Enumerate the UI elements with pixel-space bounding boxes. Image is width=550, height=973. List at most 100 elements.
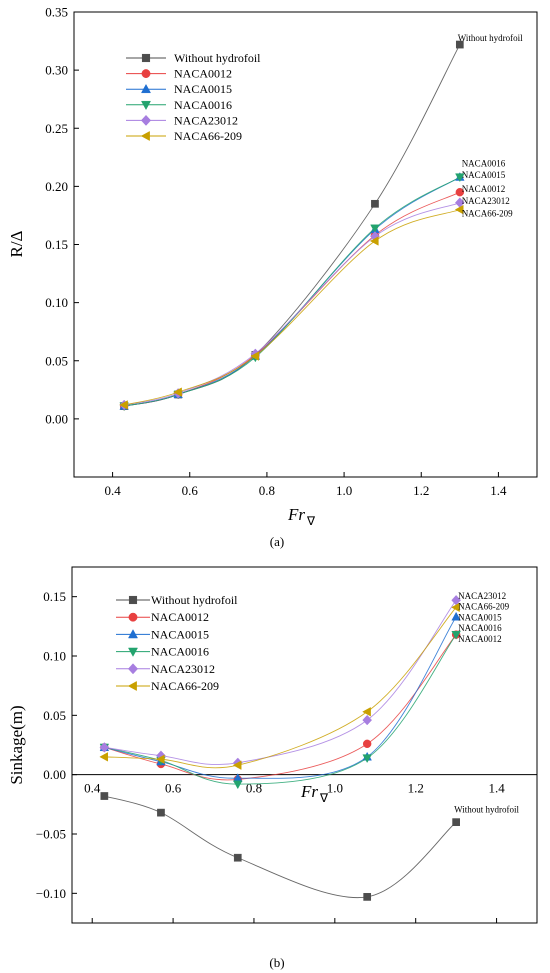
legend-marker xyxy=(127,663,139,675)
plot-frame xyxy=(73,11,538,478)
data-point xyxy=(157,808,165,817)
figure-caption: (a) xyxy=(270,534,284,549)
series-end-label: NACA66-209 xyxy=(458,602,509,612)
x-tick-label: 1.2 xyxy=(408,781,424,796)
data-point xyxy=(250,351,260,361)
legend-entry: NACA0016 xyxy=(126,98,232,112)
data-point xyxy=(99,742,110,753)
chart-b: 0.4 0.6 0.8 1.0 1.2 1.4 −0.10 −0.05 0.00 0.05 0.10… xyxy=(7,566,538,970)
legend-label: NACA66-209 xyxy=(174,129,242,143)
data-point xyxy=(233,780,243,790)
series-line xyxy=(124,202,460,406)
x-axis-title: Fr xyxy=(300,782,318,801)
x-axis-title-subscript: ∇ xyxy=(306,514,316,528)
legend-entry: NACA0015 xyxy=(116,627,209,641)
legend-entry: Without hydrofoil xyxy=(116,593,238,607)
x-tick-label: 1.4 xyxy=(490,483,507,498)
x-tick-label: 1.2 xyxy=(413,483,429,498)
y-axis-title: Sinkage(m) xyxy=(7,705,26,784)
y-tick-label: 0.35 xyxy=(45,5,68,20)
chart-a: 0.4 0.6 0.8 1.0 1.2 1.4 0.00 0.05 0.10 0.15 0.20 0.… xyxy=(7,5,538,549)
data-point xyxy=(173,387,182,397)
data-point xyxy=(119,400,128,410)
y-tick-label: 0.25 xyxy=(45,121,68,136)
y-tick-label: 0.00 xyxy=(43,767,66,782)
data-point xyxy=(370,224,380,234)
y-tick-label: 0.20 xyxy=(45,179,68,194)
x-tick-label: 0.8 xyxy=(259,483,275,498)
legend-marker xyxy=(128,612,138,622)
legend-entry: NACA66-209 xyxy=(126,129,242,143)
x-tick-label: 0.4 xyxy=(104,483,121,498)
data-point xyxy=(362,739,372,749)
legend-entry: NACA0012 xyxy=(116,610,209,624)
series-end-label: NACA0015 xyxy=(458,612,502,622)
legend-marker xyxy=(140,131,150,141)
data-point xyxy=(455,173,465,183)
series-line xyxy=(124,176,461,407)
y-tick-label: 0.10 xyxy=(45,295,68,310)
series-line xyxy=(104,634,457,781)
data-point xyxy=(454,204,464,215)
y-tick-label: −0.10 xyxy=(36,886,66,901)
legend-marker xyxy=(127,681,137,691)
data-point xyxy=(233,853,242,862)
x-tick-label: 1.0 xyxy=(327,781,343,796)
data-point xyxy=(451,602,460,613)
series-end-label: NACA66-209 xyxy=(462,209,513,219)
series-end-label: Without hydrofoil xyxy=(458,33,523,43)
series-line xyxy=(124,176,461,407)
y-tick-label: 0.05 xyxy=(45,353,68,368)
legend-marker xyxy=(128,629,138,639)
figure-caption: (b) xyxy=(269,955,284,970)
series-line xyxy=(104,616,457,779)
data-point xyxy=(362,754,372,764)
x-tick-label: 1.4 xyxy=(488,781,505,796)
data-point xyxy=(100,792,109,800)
legend-entry: Without hydrofoil xyxy=(126,51,261,65)
legend-label: NACA23012 xyxy=(151,662,215,676)
data-point xyxy=(362,714,373,726)
legend-label: Without hydrofoil xyxy=(151,593,238,607)
series-line xyxy=(104,795,457,899)
y-axis-title: R/Δ xyxy=(7,230,26,257)
legend-entry: NACA23012 xyxy=(126,113,238,127)
x-axis-title: Fr xyxy=(287,505,305,524)
legend-label: NACA0012 xyxy=(151,610,209,624)
x-tick-label: 1.0 xyxy=(336,483,352,498)
legend-label: NACA0012 xyxy=(174,67,232,81)
legend-marker xyxy=(141,100,151,111)
series-end-label: NACA0012 xyxy=(462,184,506,194)
y-tick-label: 0.05 xyxy=(43,708,66,723)
legend-label: NACA23012 xyxy=(174,113,238,127)
series-end-label: NACA0016 xyxy=(458,623,502,633)
x-tick-label: 0.4 xyxy=(84,781,101,796)
plot-frame xyxy=(71,566,538,924)
legend-marker xyxy=(128,647,138,657)
legend-label: NACA0015 xyxy=(174,82,232,96)
series-without-hydrofoil: Without hydrofoil xyxy=(100,792,520,901)
data-point xyxy=(451,611,461,621)
x-tick-label: 0.6 xyxy=(165,781,182,796)
series-naca66-209: NACA66-209 xyxy=(119,204,513,410)
data-point xyxy=(155,754,165,764)
legend-entry: NACA23012 xyxy=(116,662,215,676)
legend-entry: NACA0016 xyxy=(116,645,209,659)
legend-label: NACA0016 xyxy=(151,645,209,659)
data-point xyxy=(455,40,464,49)
series-line xyxy=(124,191,461,407)
legend-marker xyxy=(140,114,152,126)
data-point xyxy=(371,199,379,208)
legend-marker xyxy=(141,83,151,94)
legend-entry: NACA0012 xyxy=(126,67,232,81)
legend-entry: NACA66-209 xyxy=(116,679,219,693)
y-tick-label: 0.00 xyxy=(45,411,68,426)
series-naca23012: NACA23012 xyxy=(119,196,510,411)
series-line xyxy=(124,209,460,406)
data-point xyxy=(99,752,109,762)
data-point xyxy=(363,893,372,901)
series-end-label: NACA0016 xyxy=(462,159,506,169)
legend-marker xyxy=(128,595,138,605)
data-point xyxy=(452,818,460,826)
legend-label: NACA0015 xyxy=(151,627,209,641)
